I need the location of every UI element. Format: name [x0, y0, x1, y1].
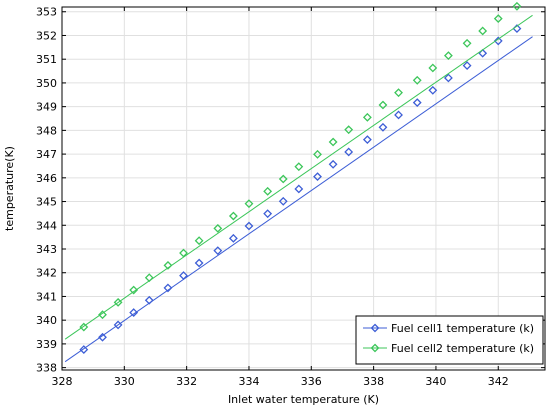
- series-1-point: [394, 110, 403, 120]
- series-1-point: [344, 147, 354, 157]
- series-2-point: [362, 112, 372, 122]
- series-2-point: [278, 174, 288, 184]
- legend-label-series-1: Fuel cell1 temperature (k): [391, 322, 534, 335]
- series-1-point: [493, 36, 503, 46]
- y-tick-label: 344: [36, 219, 57, 232]
- series-1-point: [144, 295, 154, 305]
- x-tick-label: 340: [425, 375, 446, 388]
- series-2-point: [478, 26, 488, 36]
- x-tick-label: 342: [488, 375, 509, 388]
- series-2-point: [294, 162, 304, 172]
- series-2-point: [244, 199, 254, 209]
- axis-ticks: 328 330 332 334 336 338 340 342 338 339 340 341 342 3…: [36, 6, 545, 388]
- y-tick-label: 346: [36, 172, 57, 185]
- series-1-point: [328, 159, 338, 169]
- y-tick-label: 345: [36, 196, 57, 209]
- series-1-point: [179, 271, 188, 280]
- series-2-point: [213, 223, 223, 233]
- series-1-point: [79, 345, 89, 355]
- series-1-point: [294, 184, 304, 194]
- x-tick-label: 332: [176, 375, 197, 388]
- series-1-point: [163, 283, 173, 293]
- x-axis-title: Inlet water temperature (K): [228, 393, 379, 406]
- series-2-line: [64, 14, 533, 340]
- y-tick-label: 352: [36, 29, 57, 42]
- series-1-point: [263, 209, 273, 219]
- plot-frame: [61, 6, 546, 371]
- series-2-point: [228, 211, 238, 221]
- series-2-point: [378, 100, 388, 110]
- series-1-point: [244, 221, 254, 231]
- series-1-point: [98, 332, 107, 342]
- series-2-point: [313, 149, 322, 159]
- series-1-point: [213, 246, 223, 256]
- series-1-point: [478, 48, 488, 58]
- series-1-point: [428, 85, 438, 95]
- series-1-point: [378, 122, 388, 132]
- legend: Fuel cell1 temperature (k) Fuel cell2 te…: [355, 315, 544, 365]
- legend-marker-series-1: [370, 323, 380, 333]
- series-2-point: [79, 322, 89, 332]
- x-tick-label: 330: [114, 375, 135, 388]
- series-2-point: [443, 51, 453, 61]
- legend-label-series-2: Fuel cell2 temperature (k): [391, 342, 534, 355]
- y-tick-label: 350: [36, 77, 57, 90]
- series-1-line: [64, 36, 533, 363]
- series-2-point: [412, 75, 422, 85]
- x-tick-label: 336: [301, 375, 322, 388]
- series-2-point: [113, 297, 123, 307]
- y-tick-label: 341: [36, 290, 57, 303]
- series-1-point: [412, 98, 422, 108]
- series-1-point: [194, 258, 204, 268]
- series-2-point: [344, 125, 354, 135]
- series-1: [64, 24, 533, 363]
- series-1-point: [443, 73, 453, 83]
- series-2-point: [194, 236, 204, 246]
- series-1-point: [278, 196, 288, 206]
- legend-marker-series-2: [370, 343, 380, 353]
- series-2-point: [328, 137, 338, 147]
- series-1-point: [129, 308, 139, 318]
- series-1-point: [462, 61, 472, 71]
- x-tick-label: 328: [52, 375, 73, 388]
- series-2-point: [394, 88, 403, 98]
- series-2-point: [462, 38, 472, 48]
- y-tick-label: 338: [36, 362, 57, 375]
- y-tick-label: 342: [36, 267, 57, 280]
- series-1-point: [362, 135, 372, 145]
- y-tick-label: 351: [36, 53, 57, 66]
- series-2-point: [263, 186, 273, 196]
- y-tick-label: 339: [36, 338, 57, 351]
- y-tick-label: 353: [36, 6, 57, 19]
- series-2-point: [144, 273, 154, 283]
- series-2-point: [428, 63, 438, 73]
- series-1-point: [313, 172, 322, 182]
- series-2-point: [493, 14, 503, 24]
- y-tick-label: 348: [36, 124, 57, 137]
- series-2-point: [98, 310, 107, 320]
- legend-box: [355, 315, 544, 365]
- series-1-point: [113, 320, 123, 330]
- series-2-point: [129, 285, 139, 295]
- y-axis-title: temperature(K): [3, 146, 16, 231]
- x-tick-label: 334: [238, 375, 259, 388]
- series-2-point: [163, 260, 173, 270]
- series-2-point: [179, 248, 188, 258]
- y-tick-label: 343: [36, 243, 57, 256]
- series-group: [64, 1, 533, 363]
- x-tick-label: 338: [363, 375, 384, 388]
- series-2-point: [512, 1, 522, 11]
- y-tick-label: 347: [36, 148, 57, 161]
- series-1-point: [228, 233, 238, 243]
- y-tick-label: 349: [36, 101, 57, 114]
- series-2: [64, 1, 533, 340]
- y-tick-label: 340: [36, 314, 57, 327]
